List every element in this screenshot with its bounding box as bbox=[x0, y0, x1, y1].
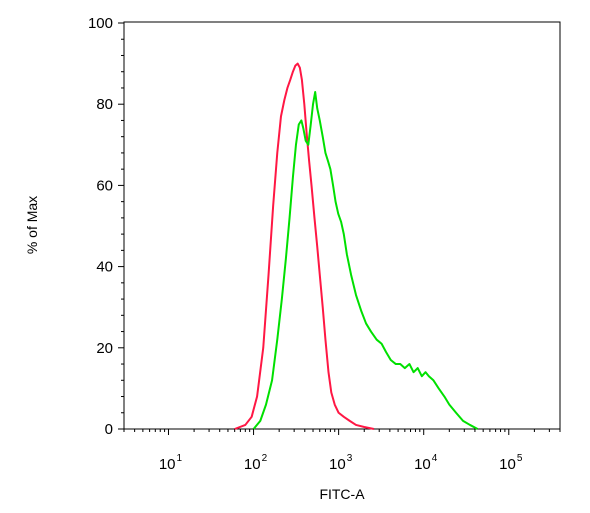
series-line-green bbox=[252, 91, 479, 430]
x-tick-label: 104 bbox=[414, 453, 438, 473]
x-tick-label: 103 bbox=[329, 453, 353, 473]
x-tick-label: 101 bbox=[159, 453, 183, 473]
series-line-red bbox=[234, 62, 375, 430]
y-tick-label: 60 bbox=[96, 177, 113, 194]
y-tick-label: 100 bbox=[88, 15, 113, 32]
y-tick-label: 40 bbox=[96, 259, 113, 276]
tick-labels: 0 20 40 60 80 100 101 102 103 104 105 bbox=[88, 15, 523, 473]
series-group bbox=[234, 62, 479, 430]
axis-ticks bbox=[118, 22, 561, 435]
y-tick-label: 80 bbox=[96, 96, 113, 113]
y-axis-title: % of Max bbox=[24, 196, 40, 254]
y-tick-label: 0 bbox=[105, 421, 113, 438]
y-tick-label: 20 bbox=[96, 340, 113, 357]
x-tick-label: 105 bbox=[499, 453, 523, 473]
x-axis-title: FITC-A bbox=[319, 486, 365, 502]
plot-frame bbox=[123, 21, 561, 430]
x-tick-label: 102 bbox=[244, 453, 268, 473]
